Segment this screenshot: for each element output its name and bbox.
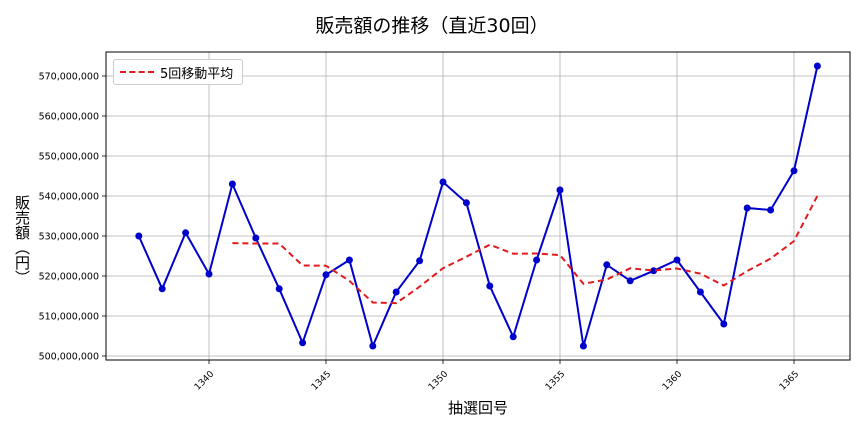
data-point-marker bbox=[696, 288, 704, 296]
data-point-marker bbox=[556, 186, 564, 194]
y-tick-label: 530,000,000 bbox=[39, 232, 99, 243]
data-point-marker bbox=[767, 206, 775, 214]
sales-line bbox=[137, 65, 819, 350]
y-tick-label: 520,000,000 bbox=[39, 272, 99, 283]
data-point-marker bbox=[416, 257, 424, 265]
data-point-marker bbox=[439, 178, 447, 186]
data-point-marker bbox=[182, 229, 190, 237]
axes-frame bbox=[105, 51, 851, 361]
data-point-marker bbox=[392, 288, 400, 296]
y-tick-label: 570,000,000 bbox=[39, 72, 99, 83]
data-point-marker bbox=[205, 270, 213, 278]
y-tick-label: 510,000,000 bbox=[39, 312, 99, 323]
data-point-marker bbox=[275, 285, 283, 293]
data-point-marker bbox=[720, 320, 728, 328]
data-point-marker bbox=[299, 339, 307, 347]
legend-label: 5回移動平均 bbox=[160, 67, 234, 82]
data-point-marker bbox=[579, 342, 587, 350]
data-point-marker bbox=[650, 267, 658, 275]
x-tick-label: 1365 bbox=[778, 369, 801, 392]
data-point-marker bbox=[673, 256, 681, 264]
y-axis-label: 販売額（円） bbox=[13, 195, 31, 285]
x-tick-label: 1345 bbox=[310, 369, 333, 392]
data-point-marker bbox=[369, 342, 377, 350]
x-tick-label: 1355 bbox=[544, 369, 567, 392]
data-series bbox=[135, 62, 821, 350]
y-tick-label: 500,000,000 bbox=[39, 352, 99, 363]
moving-average-line bbox=[232, 195, 819, 305]
data-point-marker bbox=[743, 204, 751, 212]
y-tick-label: 560,000,000 bbox=[39, 112, 99, 123]
axis-ticks: 1340 1345 1350 1355 1360 1365 500,000,000 510,0… bbox=[39, 72, 802, 393]
data-point-marker bbox=[322, 271, 330, 279]
data-point-marker bbox=[486, 282, 494, 290]
x-tick-label: 1360 bbox=[661, 369, 684, 392]
x-tick-label: 1350 bbox=[427, 369, 450, 392]
data-point-marker bbox=[603, 261, 611, 269]
data-point-marker bbox=[228, 180, 236, 188]
legend: 5回移動平均 bbox=[113, 59, 243, 85]
x-tick-label: 1340 bbox=[193, 369, 216, 392]
data-point-marker bbox=[345, 256, 353, 264]
data-point-marker bbox=[462, 199, 470, 207]
y-tick-label: 550,000,000 bbox=[39, 152, 99, 163]
data-point-marker bbox=[626, 277, 634, 285]
data-point-marker bbox=[813, 62, 821, 70]
data-point-marker bbox=[790, 167, 798, 175]
data-point-marker bbox=[509, 333, 517, 341]
y-tick-label: 540,000,000 bbox=[39, 192, 99, 203]
legend-dashed-line-icon bbox=[120, 71, 154, 73]
x-axis-label: 抽選回号 bbox=[447, 399, 508, 417]
data-point-marker bbox=[135, 232, 143, 240]
grid-lines bbox=[106, 52, 850, 360]
data-point-marker bbox=[533, 256, 541, 264]
chart-title: 販売額の推移（直近30回） bbox=[315, 15, 549, 37]
data-point-marker bbox=[252, 234, 260, 242]
data-point-marker bbox=[158, 285, 166, 293]
